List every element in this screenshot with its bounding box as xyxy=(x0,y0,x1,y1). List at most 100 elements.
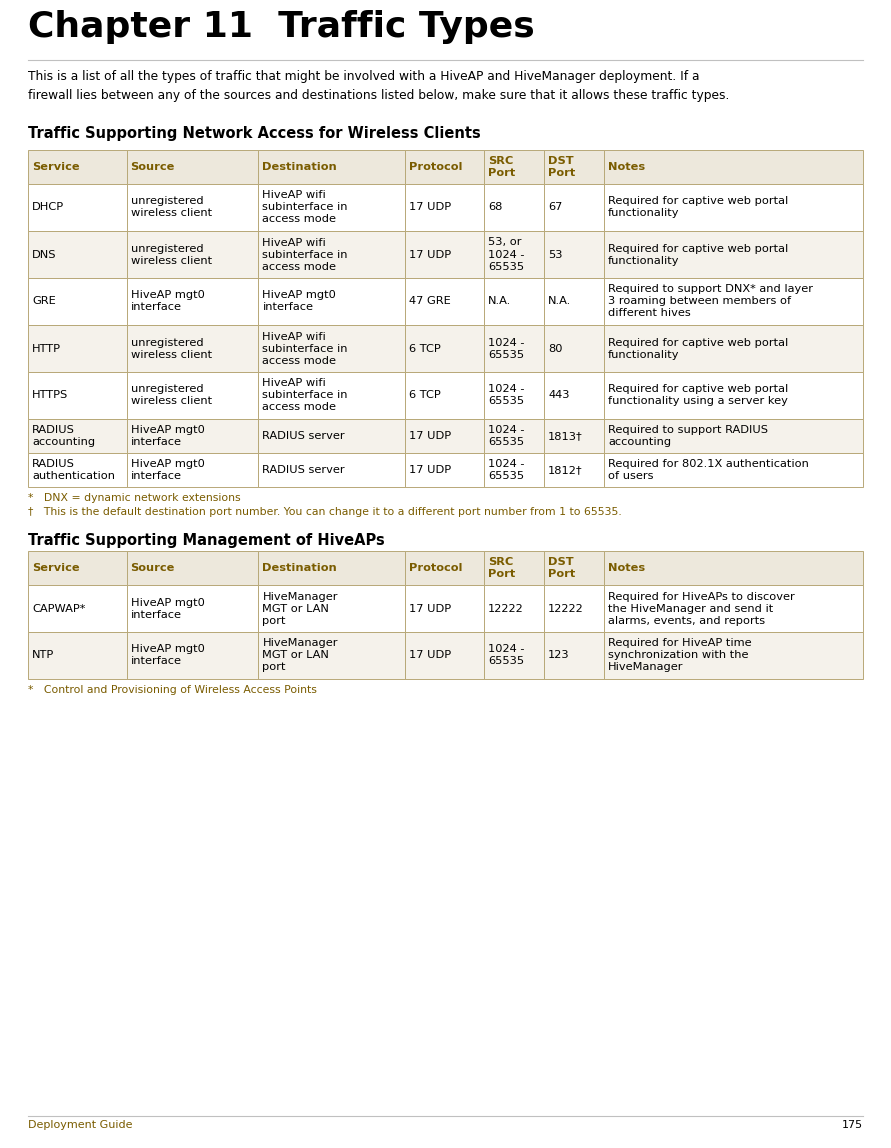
Text: HiveAP mgt0
interface: HiveAP mgt0 interface xyxy=(130,597,204,620)
Bar xyxy=(258,419,405,453)
Bar xyxy=(484,551,544,585)
Text: HiveAP mgt0
interface: HiveAP mgt0 interface xyxy=(130,459,204,481)
Bar xyxy=(258,231,405,278)
Bar xyxy=(604,278,863,325)
Bar xyxy=(127,453,258,487)
Text: unregistered
wireless client: unregistered wireless client xyxy=(130,385,212,406)
Bar xyxy=(604,551,863,585)
Bar xyxy=(544,585,604,633)
Text: DNS: DNS xyxy=(32,249,56,259)
Text: SRC
Port: SRC Port xyxy=(488,156,515,178)
Text: Notes: Notes xyxy=(609,563,645,573)
Text: 1813†: 1813† xyxy=(548,430,583,441)
Bar xyxy=(604,150,863,184)
Bar xyxy=(127,372,258,419)
Text: HTTP: HTTP xyxy=(32,343,61,354)
Text: 17 UDP: 17 UDP xyxy=(409,202,451,212)
Text: HiveAP mgt0
interface: HiveAP mgt0 interface xyxy=(130,644,204,667)
Text: Destination: Destination xyxy=(263,563,337,573)
Text: unregistered
wireless client: unregistered wireless client xyxy=(130,196,212,218)
Bar xyxy=(484,231,544,278)
Bar xyxy=(127,278,258,325)
Text: RADIUS server: RADIUS server xyxy=(263,465,345,475)
Bar xyxy=(405,372,484,419)
Text: HiveManager
MGT or LAN
port: HiveManager MGT or LAN port xyxy=(263,591,338,626)
Bar xyxy=(127,231,258,278)
Text: HiveAP mgt0
interface: HiveAP mgt0 interface xyxy=(130,290,204,312)
Text: CAPWAP*: CAPWAP* xyxy=(32,604,86,613)
Bar xyxy=(127,551,258,585)
Text: Source: Source xyxy=(130,563,175,573)
Bar xyxy=(127,633,258,678)
Text: HiveAP wifi
subinterface in
access mode: HiveAP wifi subinterface in access mode xyxy=(263,191,348,225)
Text: Traffic Supporting Network Access for Wireless Clients: Traffic Supporting Network Access for Wi… xyxy=(28,126,481,141)
Bar xyxy=(258,551,405,585)
Text: HiveAP mgt0
interface: HiveAP mgt0 interface xyxy=(130,425,204,447)
Bar xyxy=(405,419,484,453)
Bar xyxy=(604,419,863,453)
Text: †   This is the default destination port number. You can change it to a differen: † This is the default destination port n… xyxy=(28,507,622,517)
Text: Traffic Supporting Management of HiveAPs: Traffic Supporting Management of HiveAPs xyxy=(28,533,385,548)
Text: 1812†: 1812† xyxy=(548,465,583,475)
Bar xyxy=(544,278,604,325)
Bar xyxy=(405,633,484,678)
Bar xyxy=(604,633,863,678)
Text: 443: 443 xyxy=(548,390,569,401)
Bar xyxy=(544,419,604,453)
Bar xyxy=(604,585,863,633)
Text: 17 UDP: 17 UDP xyxy=(409,651,451,660)
Bar xyxy=(484,419,544,453)
Bar xyxy=(28,419,127,453)
Bar xyxy=(28,551,127,585)
Bar xyxy=(127,419,258,453)
Bar xyxy=(484,585,544,633)
Bar xyxy=(405,551,484,585)
Text: Protocol: Protocol xyxy=(409,563,462,573)
Bar xyxy=(544,184,604,231)
Text: DST
Port: DST Port xyxy=(548,156,576,178)
Bar xyxy=(405,184,484,231)
Text: 17 UDP: 17 UDP xyxy=(409,604,451,613)
Text: This is a list of all the types of traffic that might be involved with a HiveAP : This is a list of all the types of traff… xyxy=(28,70,730,101)
Text: 123: 123 xyxy=(548,651,569,660)
Text: Required for captive web portal
functionality using a server key: Required for captive web portal function… xyxy=(609,385,789,406)
Bar xyxy=(604,372,863,419)
Bar xyxy=(484,150,544,184)
Text: Required for captive web portal
functionality: Required for captive web portal function… xyxy=(609,338,789,359)
Text: RADIUS server: RADIUS server xyxy=(263,430,345,441)
Text: 1024 -
65535: 1024 - 65535 xyxy=(488,385,525,406)
Text: *   DNX = dynamic network extensions: * DNX = dynamic network extensions xyxy=(28,492,241,503)
Text: 12222: 12222 xyxy=(548,604,584,613)
Bar xyxy=(604,325,863,372)
Text: Source: Source xyxy=(130,162,175,172)
Bar xyxy=(258,585,405,633)
Text: Required for captive web portal
functionality: Required for captive web portal function… xyxy=(609,243,789,265)
Bar xyxy=(405,150,484,184)
Bar xyxy=(544,231,604,278)
Text: Required for HiveAP time
synchronization with the
HiveManager: Required for HiveAP time synchronization… xyxy=(609,638,752,673)
Bar xyxy=(258,453,405,487)
Text: Notes: Notes xyxy=(609,162,645,172)
Text: Required to support DNX* and layer
3 roaming between members of
different hives: Required to support DNX* and layer 3 roa… xyxy=(609,285,813,318)
Text: 17 UDP: 17 UDP xyxy=(409,430,451,441)
Bar xyxy=(28,278,127,325)
Text: 1024 -
65535: 1024 - 65535 xyxy=(488,425,525,447)
Text: DHCP: DHCP xyxy=(32,202,64,212)
Bar xyxy=(604,184,863,231)
Bar xyxy=(258,184,405,231)
Text: Deployment Guide: Deployment Guide xyxy=(28,1120,133,1130)
Text: GRE: GRE xyxy=(32,296,56,307)
Text: DST
Port: DST Port xyxy=(548,557,576,579)
Text: Chapter 11  Traffic Types: Chapter 11 Traffic Types xyxy=(28,10,535,44)
Text: 17 UDP: 17 UDP xyxy=(409,465,451,475)
Text: HiveManager
MGT or LAN
port: HiveManager MGT or LAN port xyxy=(263,638,338,673)
Bar xyxy=(28,184,127,231)
Bar xyxy=(127,325,258,372)
Text: 47 GRE: 47 GRE xyxy=(409,296,450,307)
Text: 175: 175 xyxy=(842,1120,863,1130)
Text: 68: 68 xyxy=(488,202,503,212)
Text: 12222: 12222 xyxy=(488,604,524,613)
Text: N.A.: N.A. xyxy=(548,296,571,307)
Bar xyxy=(258,325,405,372)
Bar xyxy=(484,633,544,678)
